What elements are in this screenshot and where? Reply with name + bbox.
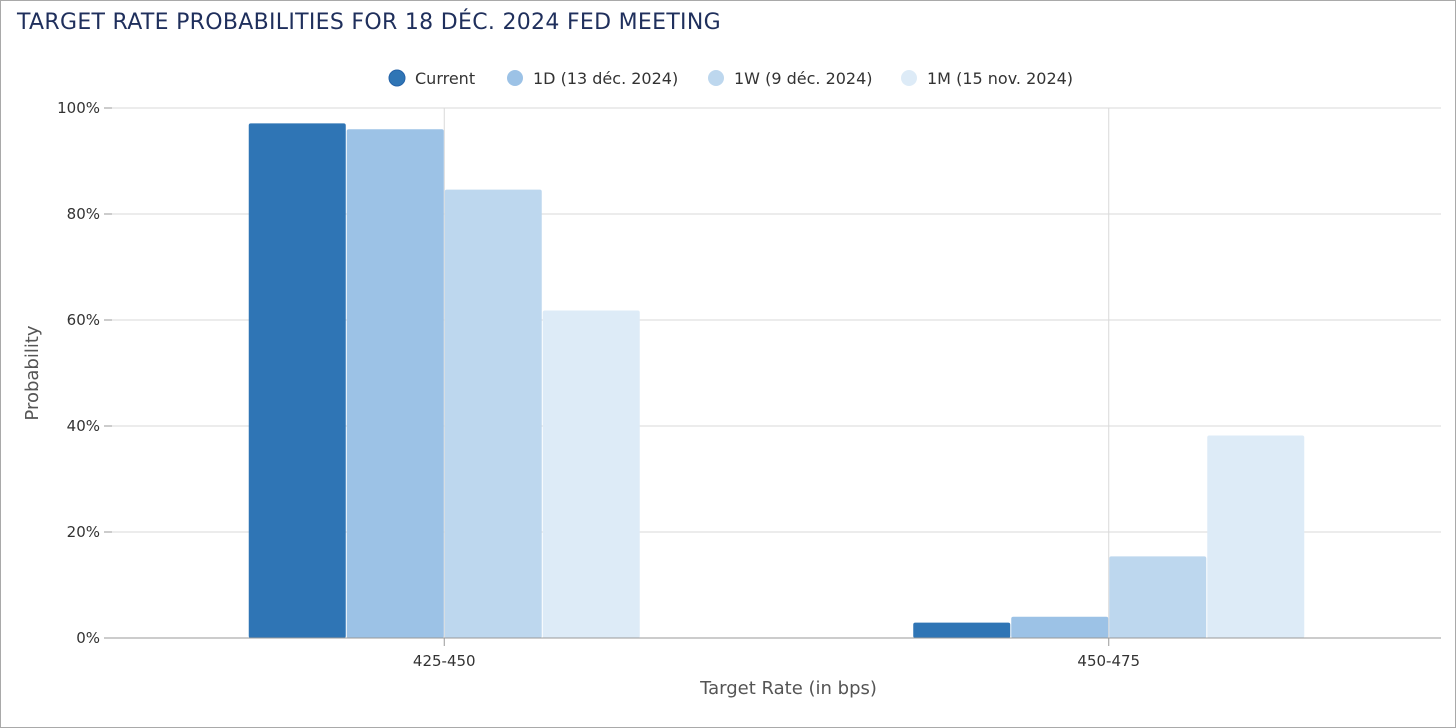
y-axis-title: Probability (22, 325, 43, 420)
legend-label: 1W (9 déc. 2024) (734, 69, 873, 88)
y-tick-label: 60% (67, 311, 100, 329)
bar[interactable] (913, 622, 1011, 638)
legend-item[interactable]: 1M (15 nov. 2024) (901, 69, 1073, 88)
legend-marker (901, 70, 917, 86)
bar[interactable] (1207, 435, 1305, 638)
x-tick-label: 450-475 (1077, 652, 1140, 670)
legend-marker (388, 69, 406, 87)
chart-title: TARGET RATE PROBABILITIES FOR 18 DÉC. 20… (17, 10, 721, 35)
legend-item[interactable]: 1D (13 déc. 2024) (507, 69, 678, 88)
legend-label: 1M (15 nov. 2024) (927, 69, 1073, 88)
y-tick-label: 100% (57, 99, 100, 117)
bar[interactable] (1011, 616, 1109, 638)
bar[interactable] (248, 123, 346, 639)
y-tick-label: 0% (76, 629, 100, 647)
y-tick-label: 20% (67, 523, 100, 541)
y-tick-label: 80% (67, 205, 100, 223)
bar[interactable] (1109, 556, 1207, 638)
x-tick-label: 425-450 (413, 652, 476, 670)
y-tick-label: 40% (67, 417, 100, 435)
bar[interactable] (444, 189, 542, 638)
axes: 0% 20% 40% 60% 80% 100% 425-450 450-475 (57, 99, 1441, 670)
chart-legend: Current 1D (13 déc. 2024) 1W (9 déc. 2024)… (388, 69, 1073, 88)
legend-item[interactable]: Current (388, 69, 475, 88)
bar-series (248, 123, 1305, 639)
legend-item[interactable]: 1W (9 déc. 2024) (708, 69, 873, 88)
x-axis-title: Target Rate (in bps) (699, 678, 877, 699)
legend-marker (507, 70, 523, 86)
legend-label: Current (415, 69, 475, 88)
bar[interactable] (542, 310, 640, 638)
bar[interactable] (346, 129, 444, 638)
legend-label: 1D (13 déc. 2024) (533, 69, 678, 88)
legend-marker (708, 70, 724, 86)
